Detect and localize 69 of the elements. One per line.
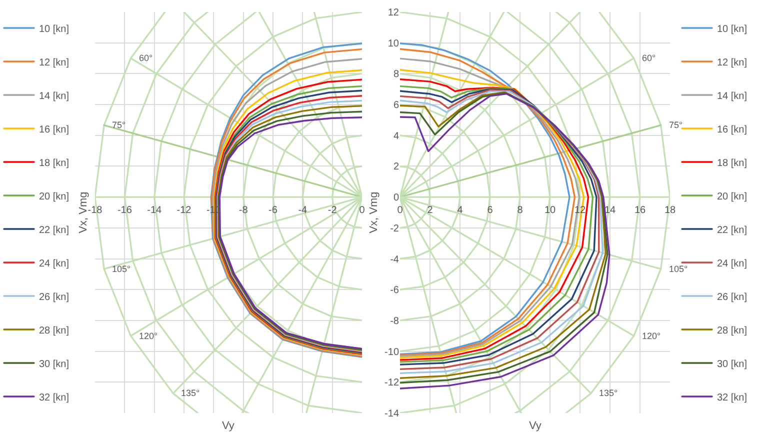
legend-label: 26 [kn] <box>39 292 70 303</box>
annotation: 75° <box>112 120 126 130</box>
x-tick-label: -14 <box>147 205 162 216</box>
x-tick-label: 10 <box>544 205 556 216</box>
legend-label: 28 [kn] <box>39 325 70 336</box>
y-tick-label: -12 <box>384 378 400 389</box>
x-tick-label: 16 <box>634 205 646 216</box>
x-tick-label: -16 <box>117 205 132 216</box>
legend-label: 22 [kn] <box>717 224 748 236</box>
legend-label: 14 [kn] <box>717 90 748 102</box>
y-tick-label: -6 <box>390 285 400 296</box>
legend-label: 32 [kn] <box>717 392 748 404</box>
y-tick-label: -4 <box>390 254 400 266</box>
annotation: 135° <box>181 388 200 398</box>
y-tick-label: 6 <box>393 100 400 112</box>
legend-label: 18 [kn] <box>717 158 748 169</box>
y-axis-title: Vx, Vmg <box>368 192 380 234</box>
legend-label: 24 [kn] <box>39 258 70 270</box>
legend-label: 20 [kn] <box>717 191 748 202</box>
x-tick-label: -6 <box>268 205 278 216</box>
x-tick-label: 18 <box>664 205 676 216</box>
annotation: 105° <box>112 264 132 274</box>
x-tick-label: -8 <box>238 205 248 216</box>
y-tick-label: 4 <box>393 130 400 142</box>
y-tick-label: 0 <box>393 192 400 204</box>
y-tick-label: 8 <box>393 69 400 80</box>
y-tick-label: -8 <box>390 316 400 327</box>
legend-label: 18 [kn] <box>39 158 70 169</box>
annotation: 135° <box>599 388 618 398</box>
y-tick-label: -10 <box>384 346 400 358</box>
y-tick-label: 10 <box>388 38 400 50</box>
legend-label: 16 [kn] <box>39 124 70 136</box>
x-axis-title: Vy <box>222 420 235 432</box>
annotation: 120° <box>139 331 158 341</box>
legend-label: 32 [kn] <box>39 392 70 404</box>
x-tick-label: 2 <box>427 205 434 216</box>
x-tick-label: -2 <box>328 205 338 216</box>
legend-label: 14 [kn] <box>39 90 70 102</box>
legend-label: 24 [kn] <box>717 258 748 270</box>
annotation: 60° <box>642 53 656 63</box>
x-tick-label: -4 <box>298 205 308 216</box>
annotation: 120° <box>642 331 662 341</box>
legend-label: 16 [kn] <box>717 124 748 136</box>
annotation: 75° <box>669 120 684 130</box>
annotation: 60° <box>139 53 154 63</box>
y-tick-label: 12 <box>388 8 400 18</box>
y-tick-label: 2 <box>393 162 400 173</box>
legend-label: 20 [kn] <box>39 191 70 202</box>
legend-label: 10 [kn] <box>717 24 748 35</box>
annotation: 105° <box>669 264 688 274</box>
x-tick-label: -18 <box>88 205 103 216</box>
x-tick-label: 6 <box>487 205 494 216</box>
x-tick-label: 8 <box>517 205 524 216</box>
legend-label: 26 [kn] <box>717 292 748 303</box>
legend-label: 28 [kn] <box>717 325 748 336</box>
legend-label: 12 [kn] <box>717 57 748 68</box>
x-tick-label: -12 <box>176 205 192 216</box>
legend-label: 30 [kn] <box>717 358 748 370</box>
legend-label: 22 [kn] <box>39 224 70 236</box>
legend-label: 10 [kn] <box>39 24 70 35</box>
x-tick-label: -10 <box>206 205 222 216</box>
y-tick-label: -14 <box>384 408 400 420</box>
y-axis-title: Vx, Vmg <box>78 192 90 234</box>
x-axis-title: Vy <box>529 420 542 432</box>
y-tick-label: -2 <box>390 223 400 234</box>
legend-label: 12 [kn] <box>39 57 70 68</box>
x-tick-label: 0 <box>359 205 366 216</box>
legend-label: 30 [kn] <box>39 358 70 370</box>
x-tick-label: 4 <box>457 205 464 216</box>
